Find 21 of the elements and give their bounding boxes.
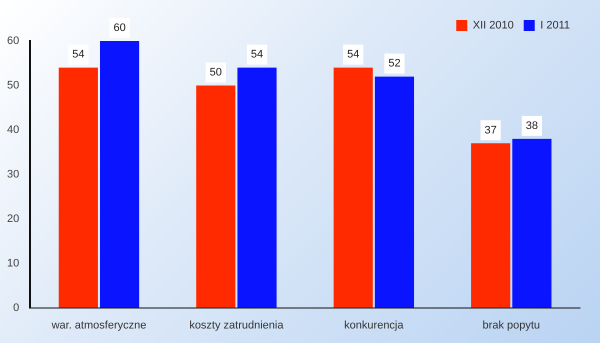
y-tick-label: 60	[6, 35, 20, 48]
data-label: 50	[210, 66, 222, 78]
y-tick-label: 20	[6, 212, 20, 225]
legend-label: I 2011	[540, 20, 570, 32]
data-label: 37	[484, 124, 497, 136]
y-tick-label: 50	[6, 80, 20, 92]
data-label: 52	[388, 58, 401, 70]
y-tick-label: 30	[6, 168, 20, 180]
x-tick-label: koszty zatrudnienia	[189, 319, 284, 332]
x-tick-label: brak popytu	[482, 319, 540, 332]
data-label: 54	[72, 48, 84, 61]
x-tick-label: war. atmosferyczne	[50, 319, 146, 332]
y-tick-label: 10	[6, 257, 20, 270]
y-tick-label: 0	[13, 302, 20, 314]
y-tick-label: 40	[6, 124, 20, 136]
data-label: 54	[250, 48, 264, 61]
legend-label: XII 2010	[472, 20, 514, 32]
data-label: 60	[113, 22, 126, 34]
x-tick-label: konkurencja	[344, 319, 404, 332]
data-label: 38	[526, 120, 538, 132]
data-label: 54	[347, 48, 360, 61]
